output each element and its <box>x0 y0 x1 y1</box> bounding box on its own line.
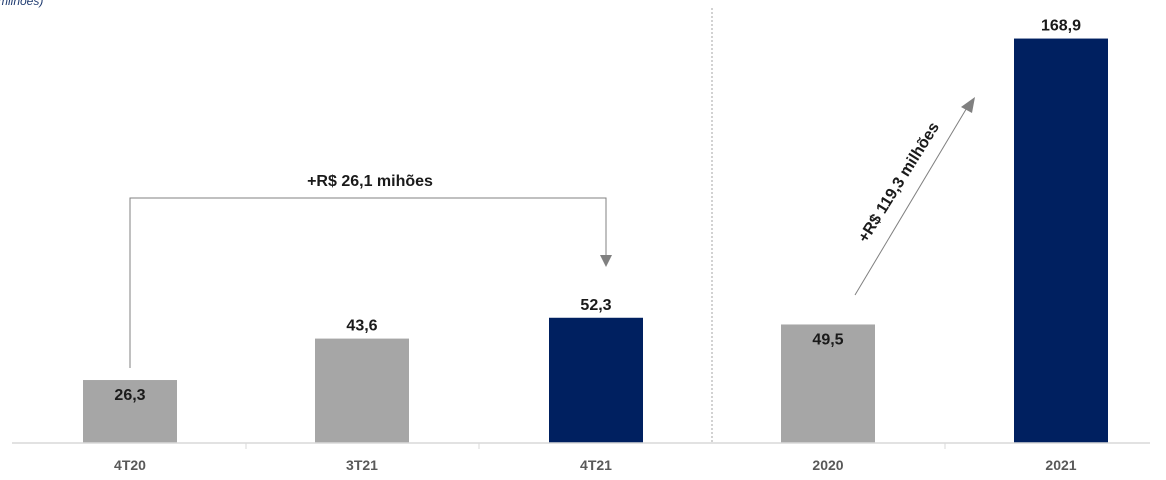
x-axis-ticks: 4T20 3T21 4T21 2020 2021 <box>114 443 1077 473</box>
data-label-4t20: 26,3 <box>114 387 145 404</box>
bar-3t21 <box>315 338 409 443</box>
arrow-head-up-icon <box>961 97 975 113</box>
data-label-2020: 49,5 <box>812 331 843 348</box>
x-tick-2021: 2021 <box>1045 457 1076 473</box>
x-tick-3t21: 3T21 <box>346 457 378 473</box>
annotation-text-year: +R$ 119,3 milhões <box>855 119 943 245</box>
data-label-4t21: 52,3 <box>580 297 611 314</box>
bar-2021 <box>1014 38 1108 443</box>
annotation-diagonal: +R$ 119,3 milhões <box>854 97 975 296</box>
data-label-2021: 168,9 <box>1041 18 1081 35</box>
x-tick-2020: 2020 <box>812 457 843 473</box>
bar-4t21 <box>549 317 643 443</box>
bar-4t20 <box>83 380 177 443</box>
x-tick-4t20: 4T20 <box>114 457 146 473</box>
annotation-bracket: +R$ 26,1 mihões <box>129 173 612 368</box>
x-tick-4t21: 4T21 <box>580 457 612 473</box>
annotation-text-quarter: +R$ 26,1 mihões <box>307 173 433 190</box>
unit-label: milhões) <box>0 0 44 8</box>
data-label-3t21: 43,6 <box>346 318 377 335</box>
bar-2020 <box>781 324 875 443</box>
arrow-head-down-icon <box>600 255 612 267</box>
bars-layer: 26,3 43,6 52,3 49,5 168,9 <box>83 18 1108 443</box>
